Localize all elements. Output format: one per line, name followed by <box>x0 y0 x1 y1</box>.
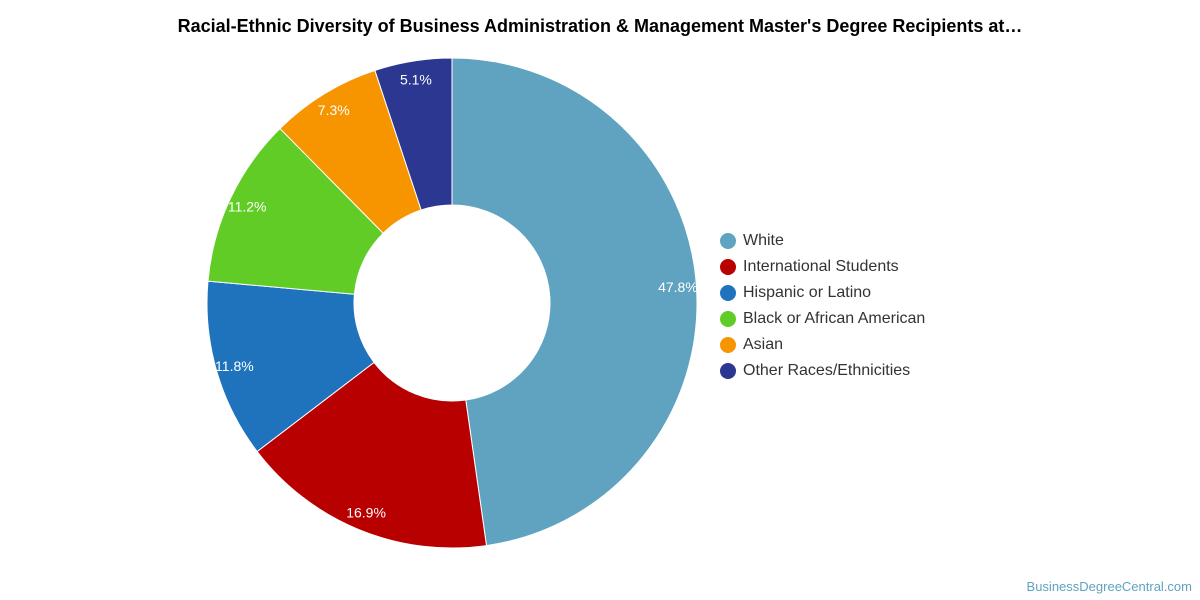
legend-swatch-icon <box>720 285 736 301</box>
donut-slices <box>206 57 698 549</box>
slice-value-label: 11.8% <box>215 358 254 374</box>
source-credit[interactable]: BusinessDegreeCentral.com <box>1026 579 1192 594</box>
legend-label: White <box>743 232 784 249</box>
slice-value-label: 7.3% <box>318 102 350 118</box>
slice-value-label: 16.9% <box>346 505 386 521</box>
legend-item[interactable]: Other Races/Ethnicities <box>720 358 925 384</box>
donut-slice-international-students[interactable] <box>256 361 488 549</box>
chart-title: Racial-Ethnic Diversity of Business Admi… <box>177 16 1023 36</box>
donut-slice-other-races-ethnicities[interactable] <box>374 57 453 211</box>
legend-label: Asian <box>743 336 784 353</box>
legend-item[interactable]: International Students <box>720 254 925 280</box>
legend-item[interactable]: Asian <box>720 332 925 358</box>
donut-slice-white[interactable] <box>451 57 698 547</box>
legend-label: Black or African American <box>743 310 926 327</box>
slice-value-label: 47.8% <box>658 279 698 295</box>
donut-slice-black-or-african-american[interactable] <box>207 127 384 295</box>
legend-label: Other Races/Ethnicities <box>743 362 911 379</box>
slice-value-label: 11.2% <box>228 198 267 214</box>
legend-swatch-icon <box>720 233 736 249</box>
donut-slice-hispanic-or-latino[interactable] <box>206 280 375 453</box>
legend-label: International Students <box>743 258 899 275</box>
legend-item[interactable]: Black or African American <box>720 306 925 332</box>
legend-swatch-icon <box>720 259 736 275</box>
slice-value-label: 5.1% <box>400 71 432 87</box>
legend-swatch-icon <box>720 311 736 327</box>
donut-slice-labels: 47.8% 16.9% 11.8% 11.2% 7.3% 5.1% <box>215 71 698 520</box>
legend-label: Hispanic or Latino <box>743 284 872 301</box>
legend-item[interactable]: White <box>720 228 925 254</box>
chart-legend: White International Students Hispanic or L… <box>720 228 925 384</box>
legend-swatch-icon <box>720 337 736 353</box>
legend-item[interactable]: Hispanic or Latino <box>720 280 925 306</box>
legend-swatch-icon <box>720 363 736 379</box>
